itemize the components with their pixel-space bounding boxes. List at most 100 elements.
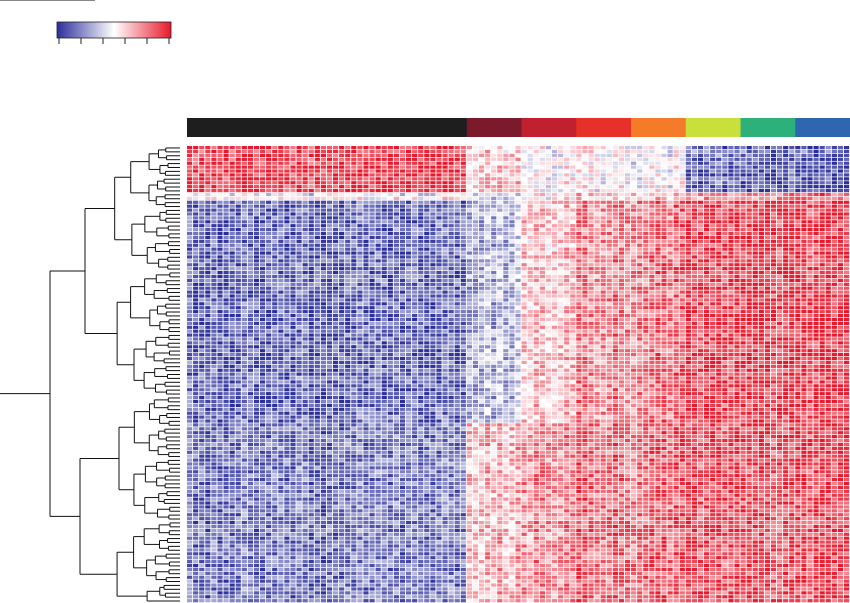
heatmap-cell	[253, 478, 260, 482]
heatmap-cell	[345, 228, 351, 232]
heatmap-cell	[326, 548, 333, 552]
heatmap-cell	[399, 454, 406, 458]
heatmap-cell	[217, 399, 223, 404]
heatmap-cell	[259, 263, 266, 267]
heatmap-cell	[247, 411, 254, 415]
heatmap-cell	[393, 196, 399, 200]
heatmap-cell	[187, 298, 193, 302]
heatmap-cell	[223, 478, 229, 482]
heatmap-cell	[308, 493, 314, 497]
heatmap-cell	[302, 286, 308, 290]
heatmap-cell	[345, 278, 351, 283]
heatmap-cell	[399, 438, 406, 443]
heatmap-cell	[345, 380, 351, 384]
heatmap-cell	[399, 263, 406, 267]
heatmap-cell	[296, 329, 302, 333]
heatmap-cell	[211, 532, 217, 536]
heatmap-cell	[253, 501, 260, 505]
heatmap-cell	[351, 423, 357, 427]
heatmap-cell	[229, 294, 235, 298]
heatmap-cell	[302, 520, 308, 525]
heatmap-cell	[412, 403, 418, 407]
heatmap-cell	[217, 196, 223, 200]
heatmap-cell	[266, 395, 272, 400]
heatmap-cell	[363, 376, 369, 380]
heatmap-cell	[217, 489, 223, 493]
heatmap-cell	[314, 196, 320, 200]
heatmap-cell	[229, 298, 235, 302]
heatmap-cell	[223, 317, 229, 322]
heatmap-cell	[351, 481, 357, 486]
heatmap-cell	[278, 415, 284, 419]
heatmap-cell	[205, 419, 211, 423]
heatmap-cell	[217, 388, 223, 392]
heatmap-cell	[332, 458, 339, 462]
heatmap-cell	[235, 509, 241, 513]
heatmap-cell	[387, 532, 393, 536]
heatmap-cell	[193, 458, 199, 462]
heatmap-cell	[278, 200, 284, 204]
heatmap-cell	[259, 528, 266, 532]
heatmap-cell	[326, 520, 333, 525]
heatmap-cell	[284, 157, 290, 161]
heatmap-cell	[320, 579, 326, 583]
heatmap-cell	[314, 204, 320, 208]
heatmap-cell	[290, 185, 296, 189]
heatmap-cell	[320, 552, 326, 556]
heatmap-cell	[308, 239, 314, 243]
heatmap-cell	[418, 177, 424, 181]
heatmap-cell	[314, 470, 320, 474]
heatmap-cell	[430, 251, 436, 255]
heatmap-cell	[405, 290, 412, 294]
heatmap-cell	[436, 423, 442, 427]
heatmap-cell	[253, 579, 260, 583]
heatmap-cell	[405, 552, 412, 556]
heatmap-cell	[405, 454, 412, 458]
heatmap-cell	[217, 407, 223, 411]
heatmap-cell	[387, 224, 393, 228]
heatmap-cell	[339, 560, 345, 564]
heatmap-cell	[332, 399, 339, 404]
heatmap-cell	[290, 427, 296, 431]
heatmap-cell	[253, 200, 260, 204]
heatmap-cell	[314, 341, 320, 345]
heatmap-cell	[217, 392, 223, 396]
heatmap-cell	[345, 595, 351, 599]
heatmap-cell	[430, 442, 436, 447]
heatmap-cell	[211, 571, 217, 575]
heatmap-cell	[278, 212, 284, 216]
heatmap-cell	[345, 446, 351, 450]
heatmap-cell	[430, 395, 436, 400]
heatmap-cell	[339, 520, 345, 525]
heatmap-cell	[199, 474, 205, 478]
heatmap-cell	[217, 563, 223, 568]
heatmap-cell	[223, 501, 229, 505]
heatmap-cell	[302, 395, 308, 400]
heatmap-cell	[278, 392, 284, 396]
heatmap-cell	[418, 294, 424, 298]
heatmap-cell	[199, 587, 205, 591]
heatmap-cell	[253, 470, 260, 474]
heatmap-cell	[259, 177, 266, 181]
heatmap-cell	[351, 415, 357, 419]
heatmap-cell	[430, 548, 436, 552]
heatmap-cell	[290, 212, 296, 216]
heatmap-cell	[302, 438, 308, 443]
heatmap-cell	[345, 165, 351, 169]
heatmap-cell	[217, 540, 223, 544]
heatmap-cell	[272, 196, 278, 200]
heatmap-cell	[229, 376, 235, 380]
heatmap-cell	[314, 337, 320, 341]
heatmap-cell	[284, 231, 290, 236]
heatmap-cell	[284, 481, 290, 486]
heatmap-cell	[412, 517, 418, 521]
heatmap-cell	[229, 528, 235, 532]
heatmap-cell	[187, 599, 193, 603]
heatmap-cell	[418, 517, 424, 521]
heatmap-cell	[302, 212, 308, 216]
heatmap-cell	[290, 243, 296, 247]
heatmap-cell	[345, 462, 351, 466]
heatmap-cell	[326, 442, 333, 447]
heatmap-cell	[381, 349, 387, 353]
heatmap-cell	[345, 442, 351, 447]
